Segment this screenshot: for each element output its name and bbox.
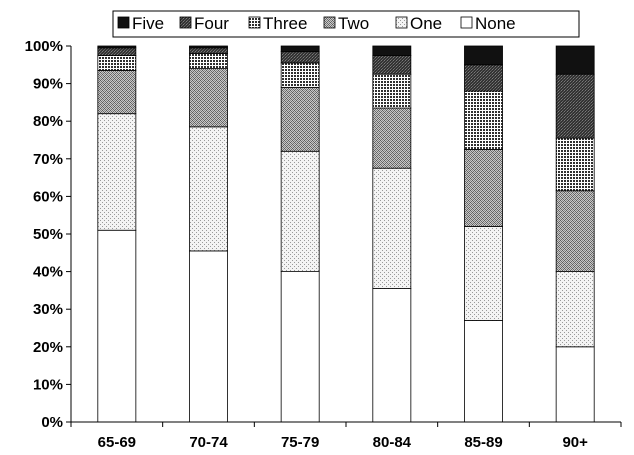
y-tick-label: 60% <box>33 188 63 205</box>
bar-segment-four <box>280 51 320 64</box>
bar-segment-three <box>189 53 228 69</box>
bar-segment-three <box>97 55 137 71</box>
y-tick-label: 80% <box>33 113 63 130</box>
y-tick-label: 10% <box>33 376 63 393</box>
x-tick-label: 85-89 <box>464 434 502 451</box>
bar-segment-five <box>555 45 595 75</box>
bar-segment-five <box>464 45 503 66</box>
bar-segment-two <box>280 86 320 152</box>
bar-segment-one <box>280 150 320 272</box>
y-tick-label: 50% <box>33 226 63 243</box>
bar-segment-four <box>97 47 137 56</box>
legend-swatch-three <box>248 16 261 29</box>
x-tick-label: 70-74 <box>189 434 228 451</box>
bar-segment-one <box>97 113 137 231</box>
y-tick-label: 20% <box>33 339 63 356</box>
y-axis: 0% 10% 20% 30% 40% 50% 60% 70% 80% 90% 100% <box>25 38 72 431</box>
bar-segment-five <box>97 45 137 49</box>
bar-segment-five <box>372 45 412 56</box>
x-tick-label: 75-79 <box>281 434 319 451</box>
bar-segment-four <box>372 55 412 75</box>
legend-label-four: Four <box>194 14 229 33</box>
bar-segment-four <box>464 64 503 92</box>
legend-label-five: Five <box>132 14 164 33</box>
bar-segment-three <box>372 73 412 109</box>
bar-segment-none <box>555 346 595 423</box>
bar-segment-none <box>189 250 228 423</box>
legend-swatch-none <box>460 16 473 29</box>
bar-segment-three <box>280 62 320 88</box>
y-tick-label: 40% <box>33 264 63 281</box>
legend-swatch-two <box>323 16 336 29</box>
bar-segment-two <box>189 68 228 128</box>
bar-segment-none <box>280 271 320 423</box>
legend-swatch-one <box>395 16 408 29</box>
bars-group <box>97 45 595 423</box>
bar-segment-two <box>464 148 503 227</box>
bar-segment-two <box>372 107 412 169</box>
bar-segment-none <box>464 320 503 423</box>
bar-segment-none <box>97 229 137 423</box>
bar-segment-five <box>189 45 228 49</box>
y-tick-label: 100% <box>25 38 63 55</box>
bar-segment-four <box>189 47 228 54</box>
x-tick-label: 90+ <box>562 434 588 451</box>
x-axis: 65-69 70-74 75-79 80-84 85-89 90+ <box>70 421 622 451</box>
y-tick-label: 0% <box>41 414 63 431</box>
bar-segment-two <box>555 190 595 272</box>
bar-segment-one <box>372 167 412 289</box>
bar-segment-two <box>97 70 137 115</box>
bar-segment-one <box>555 271 595 348</box>
chart-legend: Five Four Three Two One None <box>112 10 580 38</box>
y-tick-label: 70% <box>33 151 63 168</box>
bar-segment-three <box>555 137 595 192</box>
y-tick-label: 90% <box>33 76 63 93</box>
legend-swatch-five <box>117 16 130 29</box>
bar-segment-one <box>464 226 503 321</box>
bar-segment-five <box>280 45 320 53</box>
x-tick-label: 65-69 <box>98 434 136 451</box>
bar-segment-four <box>555 73 595 139</box>
bar-segment-none <box>372 288 412 423</box>
legend-label-one: One <box>410 14 442 33</box>
legend-label-none: None <box>475 14 516 33</box>
legend-label-three: Three <box>263 14 307 33</box>
bar-segment-one <box>189 126 228 252</box>
legend-label-two: Two <box>338 14 369 33</box>
y-tick-label: 30% <box>33 301 63 318</box>
bar-segment-three <box>464 90 503 150</box>
legend-swatch-four <box>179 16 192 29</box>
x-tick-label: 80-84 <box>373 434 412 451</box>
